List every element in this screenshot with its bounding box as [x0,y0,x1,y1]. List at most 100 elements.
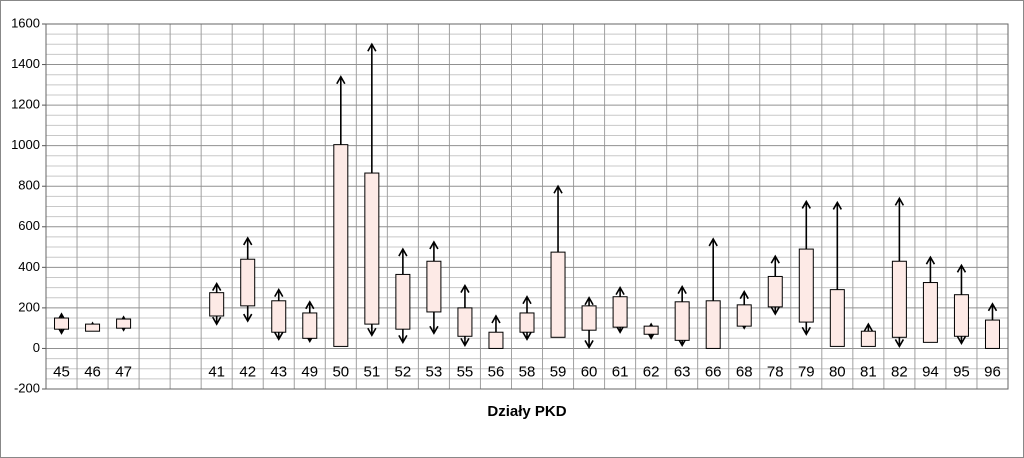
arrow [894,337,905,349]
box [240,258,256,307]
x-tick-label: 42 [239,364,256,381]
box [54,317,70,330]
x-axis-title: Działy PKD [487,403,566,420]
arrow [336,75,346,145]
arrow [956,263,967,295]
box [891,260,907,338]
box [674,301,690,341]
arrow [243,236,253,260]
y-tick-label: 200 [18,299,40,314]
x-tick-label: 82 [891,364,908,381]
box [953,294,969,337]
arrow [367,324,377,337]
x-tick-label: 55 [457,364,474,381]
y-tick-label: 1200 [11,97,40,112]
arrow [677,284,687,302]
arrow [553,184,563,253]
x-tick-label: 68 [736,364,753,381]
arrow [211,281,222,293]
box [736,304,752,327]
x-tick-label: 81 [860,364,877,381]
y-tick-label: 1000 [11,137,40,152]
arrow [615,285,625,297]
arrow [398,329,408,344]
x-tick-label: 96 [984,364,1001,381]
x-tick-label: 66 [705,364,722,381]
y-tick-label: 0 [33,340,40,355]
arrow [739,290,749,305]
box [364,172,380,325]
arrow [987,302,998,321]
box [302,312,318,339]
x-tick-label: 46 [84,364,101,381]
arrow [863,322,874,332]
box [426,260,442,313]
box [860,330,876,347]
x-tick-label: 78 [767,364,784,381]
x-tick-label: 49 [301,364,318,381]
box [395,273,411,330]
y-tick-label: -200 [14,380,40,395]
x-tick-label: 53 [426,364,443,381]
x-tick-label: 41 [208,364,225,381]
arrow [243,305,253,323]
box [519,312,535,333]
arrow [398,247,408,275]
arrow [894,196,905,262]
arrow [305,300,315,313]
arrow [522,331,532,341]
y-tick-label: 400 [18,259,40,274]
x-tick-label: 60 [581,364,598,381]
box [798,248,814,323]
box [581,305,597,331]
arrow [429,240,439,262]
x-tick-label: 43 [270,364,287,381]
x-tick-label: 58 [519,364,536,381]
box [457,307,473,337]
arrow [770,254,780,277]
box [984,319,1000,349]
box [85,323,101,332]
x-tick-label: 56 [488,364,505,381]
arrow [491,314,501,333]
arrow [801,199,811,250]
y-tick-label: 1600 [11,15,40,30]
box [643,325,659,335]
x-tick-label: 95 [953,364,970,381]
x-tick-label: 63 [674,364,691,381]
arrow [274,331,284,341]
arrow [584,296,594,306]
box [488,331,504,349]
arrow [956,335,967,345]
arrow [801,322,811,336]
arrow [211,316,222,326]
box [612,296,628,328]
x-tick-label: 79 [798,364,815,381]
box [705,300,721,349]
x-tick-label: 47 [115,364,132,381]
x-tick-label: 80 [829,364,846,381]
x-tick-label: 59 [550,364,567,381]
x-tick-label: 62 [643,364,660,381]
arrow [460,283,470,308]
x-tick-label: 45 [53,364,70,381]
arrow [429,311,439,335]
x-tick-label: 61 [612,364,629,381]
x-tick-label: 52 [395,364,412,381]
arrow [832,200,843,290]
arrow [460,336,470,348]
y-tick-label: 1400 [11,56,40,71]
y-tick-label: 800 [18,178,40,193]
box [271,300,287,333]
plot-area [45,23,1009,390]
x-tick-label: 51 [363,364,380,381]
box [922,282,938,343]
box [333,144,349,347]
box [550,251,566,338]
arrow [274,288,284,301]
y-tick-label: 600 [18,218,40,233]
box [209,292,225,317]
arrow [522,295,532,313]
arrow [367,42,377,174]
